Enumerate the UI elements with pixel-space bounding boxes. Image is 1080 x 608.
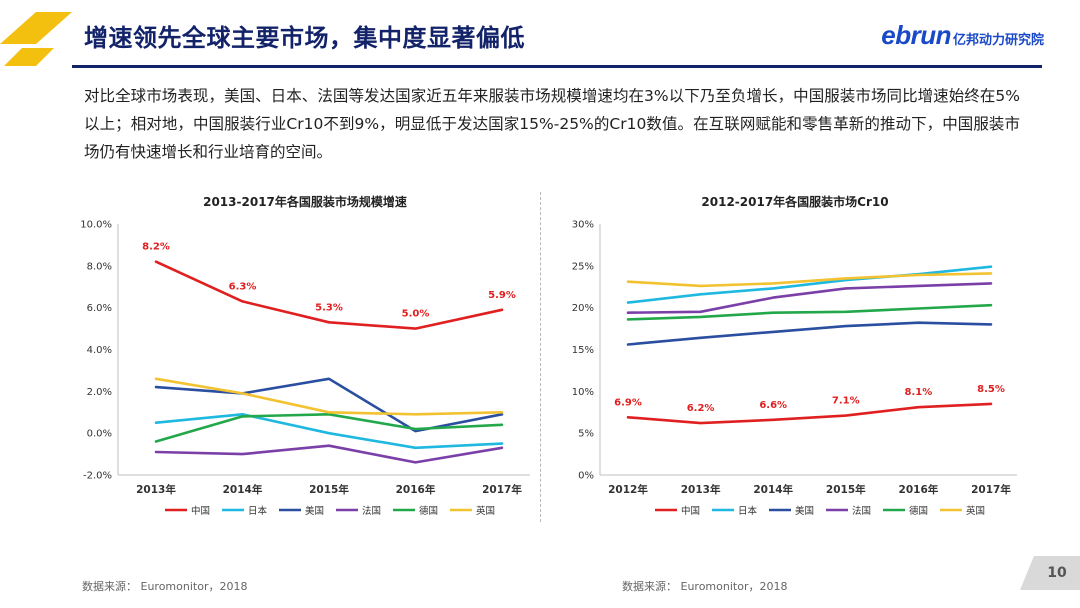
- x-tick-label: 2016年: [899, 483, 939, 496]
- series-line-德国: [626, 303, 993, 321]
- page-number: 10: [1034, 556, 1080, 590]
- y-tick-label: 10.0%: [80, 220, 112, 231]
- x-tick-label: 2016年: [396, 483, 436, 496]
- data-label: 6.9%: [614, 397, 642, 408]
- brand-logo: ebrun 亿邦动力研究院: [881, 20, 1044, 51]
- legend-label: 美国: [305, 505, 324, 517]
- logo-chevron-icon: [0, 12, 72, 66]
- y-tick-label: 10%: [572, 387, 594, 398]
- legend-label: 法国: [362, 505, 381, 517]
- data-label: 5.0%: [402, 309, 430, 320]
- y-tick-label: 4.0%: [87, 345, 112, 356]
- series-line-法国: [154, 444, 504, 464]
- y-tick-label: 5%: [578, 429, 594, 440]
- y-tick-label: -2.0%: [83, 471, 112, 482]
- data-label: 8.5%: [977, 384, 1005, 395]
- intro-paragraph: 对比全球市场表现，美国、日本、法国等发达国家近五年来服装市场规模增速均在3%以下…: [84, 87, 1020, 161]
- data-label: 8.1%: [905, 387, 933, 398]
- series-line-中国: [154, 260, 504, 330]
- source-note-right: 数据来源： Euromonitor，2018: [622, 580, 788, 593]
- series-line-中国: [626, 402, 993, 425]
- brand-name-en: ebrun: [881, 20, 951, 50]
- legend-label: 美国: [795, 505, 814, 517]
- source-note-left: 数据来源： Euromonitor，2018: [82, 580, 248, 593]
- y-tick-label: 8.0%: [87, 261, 112, 272]
- chart-left-plot: -2.0% 0.0% 2.0% 4.0% 6.0% 8.0% 10.0% 2013年 2014年…: [80, 220, 530, 517]
- data-label: 6.3%: [229, 281, 257, 292]
- data-label: 8.2%: [142, 242, 170, 253]
- data-label: 7.1%: [832, 396, 860, 407]
- legend-label: 日本: [738, 505, 758, 517]
- x-tick-label: 2017年: [482, 483, 522, 496]
- legend-label: 德国: [909, 505, 928, 517]
- chart-title-right: 2012-2017年各国服装市场Cr10: [701, 195, 889, 209]
- chart-title-left: 2013-2017年各国服装市场规模增速: [203, 195, 407, 209]
- x-tick-label: 2013年: [681, 483, 721, 496]
- legend-label: 日本: [248, 505, 268, 517]
- data-label: 5.3%: [315, 302, 343, 313]
- data-label: 6.2%: [687, 403, 715, 414]
- chart-right: 2012-2017年各国服装市场Cr10 0% 5% 10% 15% 20% 25% 30%…: [555, 188, 1055, 528]
- x-tick-label: 2014年: [753, 483, 793, 496]
- y-tick-label: 15%: [572, 345, 594, 356]
- y-tick-label: 25%: [572, 261, 594, 272]
- page-title: 增速领先全球主要市场，集中度显著偏低: [84, 24, 525, 52]
- legend-label: 法国: [852, 505, 871, 517]
- series-line-英国: [154, 377, 504, 416]
- header-rule: [72, 65, 1042, 68]
- y-tick-label: 6.0%: [87, 303, 112, 314]
- y-tick-label: 0%: [578, 471, 594, 482]
- y-tick-label: 20%: [572, 303, 594, 314]
- x-tick-label: 2017年: [971, 483, 1011, 496]
- chart-right-plot: 0% 5% 10% 15% 20% 25% 30% 2012年 2013年 2014年 2015年 2…: [572, 220, 1017, 517]
- x-tick-label: 2013年: [136, 483, 176, 496]
- series-line-美国: [626, 321, 993, 346]
- x-tick-label: 2015年: [309, 483, 349, 496]
- legend-label: 英国: [476, 505, 495, 517]
- data-label: 5.9%: [488, 290, 516, 301]
- x-tick-label: 2014年: [223, 483, 263, 496]
- x-tick-label: 2015年: [826, 483, 866, 496]
- data-label: 6.6%: [759, 400, 787, 411]
- legend-label: 中国: [681, 505, 700, 517]
- series-line-法国: [626, 282, 993, 314]
- y-tick-label: 2.0%: [87, 387, 112, 398]
- chart-divider: [540, 192, 541, 522]
- series-line-日本: [626, 265, 993, 304]
- brand-name-cn: 亿邦动力研究院: [952, 33, 1044, 48]
- series-line-英国: [626, 272, 993, 288]
- series-line-德国: [154, 413, 504, 443]
- legend-label: 德国: [419, 505, 438, 517]
- series-line-美国: [154, 377, 504, 433]
- y-tick-label: 0.0%: [87, 429, 112, 440]
- legend-label: 英国: [966, 505, 985, 517]
- x-tick-label: 2012年: [608, 483, 648, 496]
- series-line-日本: [154, 413, 504, 450]
- y-tick-label: 30%: [572, 220, 594, 231]
- header: 增速领先全球主要市场，集中度显著偏低 ebrun 亿邦动力研究院: [0, 0, 1080, 70]
- page-number-tab: [1020, 556, 1034, 590]
- legend-label: 中国: [191, 505, 210, 517]
- chart-left: 2013-2017年各国服装市场规模增速 -2.0% 0.0% 2.0% 4.0% 6.…: [40, 188, 540, 528]
